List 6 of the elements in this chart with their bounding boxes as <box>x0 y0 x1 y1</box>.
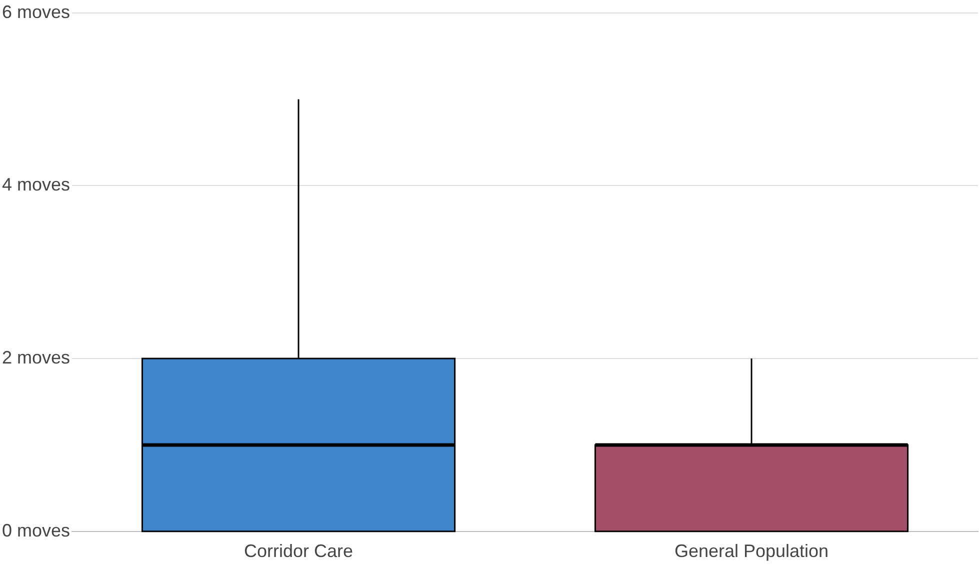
y-tick-label: 4 moves <box>2 174 70 195</box>
y-tick-label: 6 moves <box>2 2 70 22</box>
x-tick-label: Corridor Care <box>244 541 354 562</box>
y-tick-label: 0 moves <box>2 520 70 540</box>
y-tick-label: 2 moves <box>2 348 70 368</box>
x-tick-label: General Population <box>674 541 829 562</box>
